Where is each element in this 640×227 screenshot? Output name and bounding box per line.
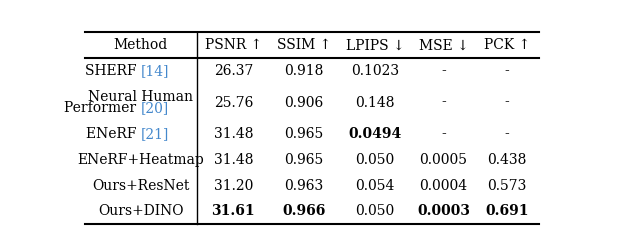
Text: SSIM ↑: SSIM ↑ (277, 38, 332, 52)
Text: -: - (505, 96, 509, 110)
Text: 0.148: 0.148 (355, 96, 395, 110)
Text: [21]: [21] (141, 127, 169, 141)
Text: 0.0003: 0.0003 (417, 205, 470, 218)
Text: PSNR ↑: PSNR ↑ (205, 38, 262, 52)
Text: 0.054: 0.054 (355, 179, 395, 192)
Text: 0.050: 0.050 (355, 153, 395, 167)
Text: SHERF: SHERF (84, 64, 141, 78)
Text: -: - (441, 127, 446, 141)
Text: 0.918: 0.918 (285, 64, 324, 78)
Text: MSE ↓: MSE ↓ (419, 38, 468, 52)
Text: 0.963: 0.963 (285, 179, 324, 192)
Text: -: - (441, 64, 446, 78)
Text: 0.965: 0.965 (285, 127, 324, 141)
Text: -: - (441, 96, 446, 110)
Text: [14]: [14] (141, 64, 169, 78)
Text: 31.48: 31.48 (214, 127, 253, 141)
Text: -: - (505, 64, 509, 78)
Text: 0.966: 0.966 (282, 205, 326, 218)
Text: 0.906: 0.906 (285, 96, 324, 110)
Text: LPIPS ↓: LPIPS ↓ (346, 38, 404, 52)
Text: PCK ↑: PCK ↑ (484, 38, 530, 52)
Text: 0.965: 0.965 (285, 153, 324, 167)
Text: 0.0004: 0.0004 (419, 179, 468, 192)
Text: 0.0494: 0.0494 (349, 127, 402, 141)
Text: -: - (505, 127, 509, 141)
Text: 0.691: 0.691 (485, 205, 529, 218)
Text: 0.0005: 0.0005 (420, 153, 468, 167)
Text: Neural Human: Neural Human (88, 90, 193, 104)
Text: Method: Method (114, 38, 168, 52)
Text: 31.61: 31.61 (211, 205, 255, 218)
Text: 31.48: 31.48 (214, 153, 253, 167)
Text: 0.573: 0.573 (488, 179, 527, 192)
Text: 31.20: 31.20 (214, 179, 253, 192)
Text: Ours+ResNet: Ours+ResNet (92, 179, 189, 192)
Text: 25.76: 25.76 (214, 96, 253, 110)
Text: ENeRF+Heatmap: ENeRF+Heatmap (77, 153, 204, 167)
Text: Ours+DINO: Ours+DINO (98, 205, 184, 218)
Text: 0.1023: 0.1023 (351, 64, 399, 78)
Text: 0.050: 0.050 (355, 205, 395, 218)
Text: [20]: [20] (141, 101, 169, 115)
Text: 0.438: 0.438 (488, 153, 527, 167)
Text: 26.37: 26.37 (214, 64, 253, 78)
Text: Performer: Performer (64, 101, 141, 115)
Text: ENeRF: ENeRF (86, 127, 141, 141)
